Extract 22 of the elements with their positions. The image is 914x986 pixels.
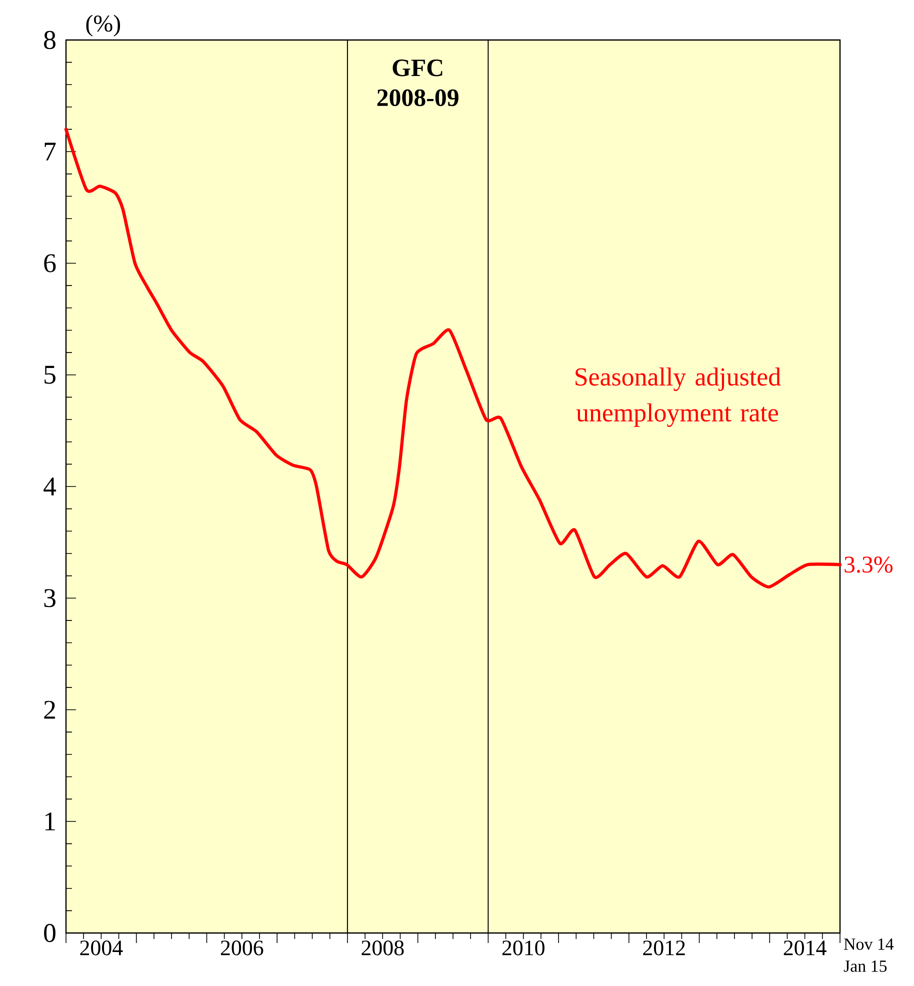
x-tick-label: 2010	[502, 940, 544, 956]
x-tick-label: 2014	[784, 940, 826, 956]
x-tick-label: 2008	[362, 940, 404, 956]
y-tick-label: 1	[45, 812, 55, 830]
x-tick-label: 2012	[643, 940, 685, 956]
text: Seasonally adjusted unemployment rate	[576, 367, 781, 427]
line-series	[64, 128, 842, 589]
annotation: GFC 2008-09	[377, 60, 458, 106]
text: Jan 15	[844, 960, 887, 972]
text: Nov 14	[844, 938, 894, 950]
y-tick-label: 5	[44, 366, 56, 384]
y-tick-label: 3	[44, 589, 56, 608]
y-axis-title: (%)	[86, 14, 120, 36]
x-tick-label: 2004	[80, 940, 123, 956]
y-tick-label: 8	[44, 30, 56, 50]
annotation: 3.3%	[844, 556, 893, 573]
y-tick-label: 6	[44, 254, 56, 272]
x-tick-label: 2006	[220, 940, 264, 956]
y-tick-label: 0	[44, 924, 56, 942]
y-tick-label: 4	[44, 478, 56, 496]
y-tick-label: 2	[44, 700, 55, 719]
y-tick-label: 7	[44, 142, 56, 160]
